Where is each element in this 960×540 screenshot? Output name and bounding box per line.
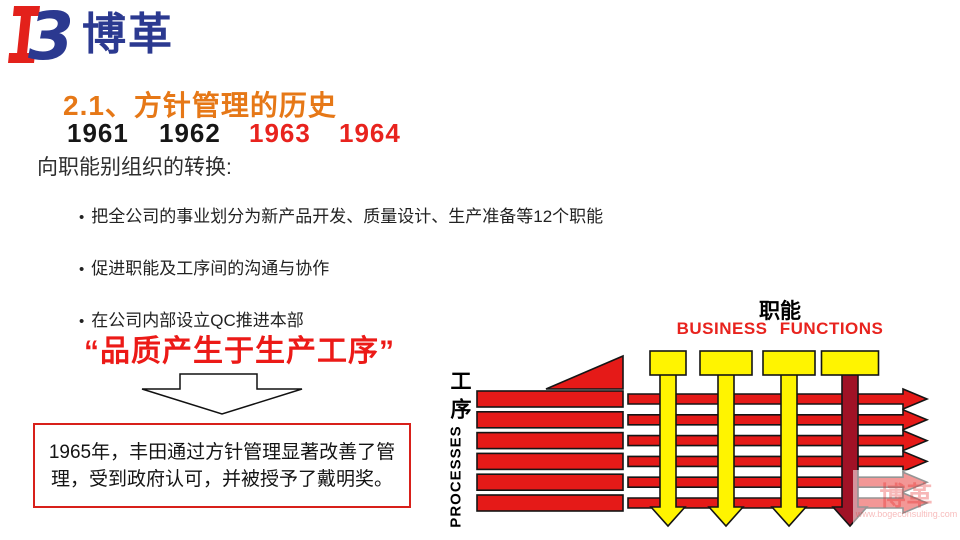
- watermark-url: www.bogeconsulting.com: [855, 509, 958, 520]
- bullet-text: 把全公司的事业划分为新产品开发、质量设计、生产准备等12个职能: [91, 207, 604, 226]
- timeline-years: 1961 1962 1963 1964: [0, 118, 480, 150]
- functions-label-en: BUSINESS FUNCTIONS: [676, 319, 884, 338]
- company-logo: 3 博革: [8, 6, 174, 64]
- year-label: 1961: [67, 118, 129, 148]
- list-item: • 促进职能及工序间的沟通与协作: [79, 254, 329, 279]
- processes-label-cn: 工序: [448, 370, 471, 426]
- logo-text: 博革: [82, 10, 174, 59]
- bullet-icon: •: [79, 209, 85, 226]
- slide-title: 2.1、方针管理的历史: [63, 90, 337, 121]
- process-bar: [476, 390, 624, 408]
- year-label: 1963: [249, 118, 311, 148]
- function-arrow: [649, 373, 687, 528]
- function-arrow: [707, 373, 745, 528]
- function-cap: [699, 350, 753, 376]
- list-item: • 在公司内部设立QC推进本部: [79, 306, 304, 331]
- function-cap: [820, 350, 880, 376]
- process-bar: [476, 473, 624, 492]
- process-bar: [476, 494, 624, 512]
- bullet-text: 在公司内部设立QC推进本部: [91, 311, 304, 330]
- trend-triangle: [545, 354, 624, 390]
- year-label: 1964: [339, 118, 401, 148]
- year-label: 1962: [159, 118, 221, 148]
- list-item: • 把全公司的事业划分为新产品开发、质量设计、生产准备等12个职能: [79, 202, 603, 227]
- watermark-logo: 博革: [879, 480, 934, 511]
- award-note-box: 1965年，丰田通过方针管理显著改善了管理，受到政府认可，并被授予了戴明奖。: [33, 423, 411, 508]
- watermark: 博革 www.bogeconsulting.com: [853, 470, 960, 532]
- section-heading: 向职能别组织的转换:: [37, 156, 232, 179]
- process-bar: [476, 452, 624, 471]
- bullet-text: 促进职能及工序间的沟通与协作: [91, 259, 330, 278]
- process-function-matrix: [476, 350, 930, 528]
- process-bar: [476, 431, 624, 450]
- svg-text:3: 3: [28, 6, 70, 64]
- function-arrow: [770, 373, 808, 528]
- function-cap: [649, 350, 687, 376]
- company-logo-icon: 3: [8, 6, 70, 64]
- process-bar: [476, 410, 624, 429]
- function-cap: [762, 350, 816, 376]
- quote-text: “品质产生于生产工序”: [84, 335, 395, 368]
- bullet-icon: •: [79, 313, 85, 330]
- functions-label-cn: 职能: [759, 300, 801, 323]
- award-note-text: 1965年，丰田通过方针管理显著改善了管理，受到政府认可，并被授予了戴明奖。: [48, 441, 396, 490]
- bullet-icon: •: [79, 261, 85, 278]
- down-arrow-icon: [141, 373, 303, 415]
